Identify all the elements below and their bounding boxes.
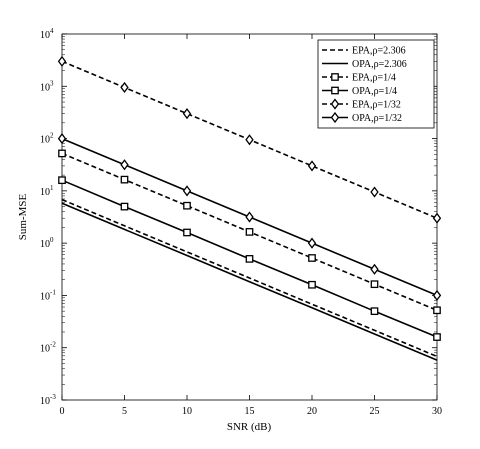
y-tick-label: 102 [40, 132, 54, 146]
data-point-marker [370, 263, 379, 275]
data-point-marker [58, 176, 66, 185]
legend-label: OPA,ρ=2.306 [352, 59, 407, 70]
legend-label: OPA,ρ=1/4 [352, 86, 397, 97]
series-1 [61, 202, 438, 361]
y-tick-base: 10 [40, 187, 50, 198]
legend-label: OPA,ρ=1/32 [352, 113, 402, 124]
series-group [57, 55, 442, 361]
data-point-marker [183, 201, 191, 210]
x-tick-label: 20 [307, 406, 317, 417]
data-point-marker [120, 159, 129, 171]
y-tick-label: 10-3 [40, 393, 56, 407]
y-tick-base: 10 [40, 291, 50, 302]
legend-label: EPA,ρ=1/32 [352, 100, 401, 111]
series-5 [57, 132, 442, 302]
data-point-marker [433, 333, 441, 341]
y-tick-exponent: -2 [50, 341, 56, 349]
x-tick-label: 25 [370, 406, 380, 417]
y-tick-base: 10 [40, 30, 50, 41]
y-tick-exponent: 2 [50, 132, 54, 140]
data-point-marker [307, 237, 317, 249]
data-point-marker [370, 307, 379, 316]
y-tick-exponent: 3 [50, 79, 54, 87]
x-tick-label: 5 [122, 406, 127, 417]
y-tick-exponent: 1 [50, 184, 54, 192]
data-point-marker [57, 132, 67, 145]
legend-marker [330, 98, 340, 110]
y-tick-label: 101 [40, 184, 54, 198]
legend-label: EPA,ρ=1/4 [352, 73, 396, 84]
y-tick-exponent: 0 [50, 236, 54, 244]
data-point-marker [307, 160, 317, 172]
data-point-marker [120, 81, 129, 94]
x-axis-label: SNR (dB) [227, 421, 272, 433]
series-line [61, 198, 438, 358]
legend-item: OPA,ρ=1/4 [322, 86, 397, 97]
data-point-marker [432, 212, 442, 224]
legend-item: OPA,ρ=1/32 [322, 111, 402, 124]
y-tick-label: 10-2 [40, 341, 56, 355]
y-tick-base: 10 [40, 396, 50, 407]
series-3 [58, 176, 441, 341]
y-tick-label: 104 [40, 27, 54, 41]
data-point-marker [183, 228, 191, 237]
y-tick-base: 10 [40, 82, 50, 93]
y-axis-label: Sum-MSE [17, 193, 29, 240]
legend-marker [331, 86, 339, 95]
x-tick-label: 0 [60, 406, 65, 417]
data-point-marker [432, 289, 442, 302]
y-tick-base: 10 [40, 344, 50, 355]
y-tick-base: 10 [40, 135, 50, 146]
data-point-marker [120, 202, 129, 211]
x-tick-label: 15 [245, 406, 255, 417]
data-point-marker [433, 306, 441, 315]
data-point-marker [182, 108, 192, 120]
legend-marker [331, 73, 339, 81]
data-point-marker [245, 228, 254, 236]
legend-item: EPA,ρ=1/32 [322, 98, 401, 111]
series-line [61, 202, 438, 361]
y-tick-label: 103 [40, 79, 54, 93]
y-tick-exponent: -1 [50, 288, 56, 296]
y-tick-exponent: -3 [50, 393, 56, 401]
y-tick-label: 10-1 [40, 288, 56, 302]
legend-item: EPA,ρ=2.306 [322, 46, 406, 57]
series-4 [57, 55, 442, 224]
data-point-marker [120, 175, 129, 184]
series-0 [61, 198, 438, 358]
data-point-marker [308, 254, 316, 262]
y-tick-exponent: 4 [50, 27, 54, 35]
y-tick-base: 10 [40, 239, 50, 250]
legend: EPA,ρ=2.306 OPA,ρ=2.306 EPA,ρ=1/4 OPA,ρ=1/4… [317, 39, 435, 129]
x-tick-label: 30 [432, 406, 442, 417]
data-point-marker [57, 55, 67, 67]
data-point-marker [370, 186, 379, 198]
legend-marker [330, 111, 340, 124]
series-2 [58, 149, 441, 315]
legend-label: EPA,ρ=2.306 [352, 46, 406, 57]
legend-item: EPA,ρ=1/4 [322, 73, 396, 84]
legend-box [317, 39, 435, 129]
data-point-marker [308, 280, 316, 289]
data-point-marker [58, 149, 66, 158]
data-point-marker [245, 211, 254, 223]
data-point-marker [370, 280, 379, 289]
x-tick-label: 10 [182, 406, 192, 417]
data-point-marker [245, 255, 254, 263]
data-point-marker [182, 185, 192, 197]
y-tick-label: 100 [40, 236, 54, 250]
legend-item: OPA,ρ=2.306 [322, 59, 407, 70]
data-point-marker [245, 134, 254, 146]
